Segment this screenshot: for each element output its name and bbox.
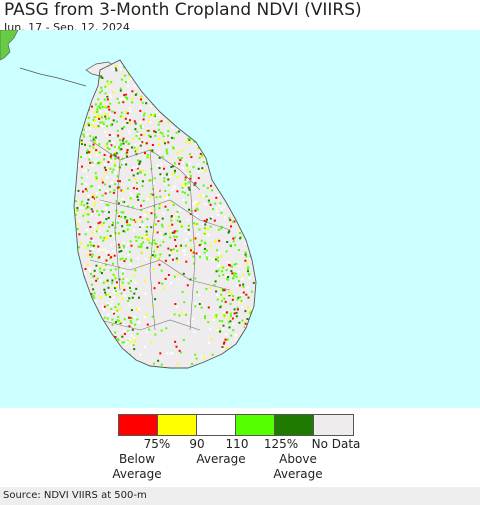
legend-caption-below: Below Average — [112, 452, 161, 482]
legend-swatch-below-75 — [119, 415, 158, 435]
adams-bridge — [19, 67, 87, 87]
legend-caption-average: Average — [196, 452, 246, 466]
legend-swatch-no-data — [314, 415, 353, 435]
ocean — [0, 30, 480, 408]
legend-swatch-75-90 — [158, 415, 197, 435]
source-note: Source: NDVI VIIRS at 500-m — [3, 490, 147, 501]
legend-caption-above-line1: Above — [279, 452, 317, 466]
legend-swatch-above-125 — [275, 415, 314, 435]
india-coast — [0, 30, 19, 61]
legend-caption-below-line2: Average — [112, 467, 162, 481]
legend-swatch-90-110 — [197, 415, 236, 435]
district-boundaries — [89, 139, 231, 331]
legend-swatch-110-125 — [236, 415, 275, 435]
legend-caption-above: Above Average — [273, 452, 322, 482]
legend-caption-below-line1: Below — [118, 452, 156, 466]
legend-bar — [118, 414, 354, 436]
legend-tick-125: 125% — [263, 437, 299, 451]
legend-tick-75: 75% — [143, 437, 171, 451]
legend-caption-above-line2: Average — [273, 467, 323, 481]
footer-bar: Source: NDVI VIIRS at 500-m — [0, 487, 480, 505]
legend-tick-110: 110 — [225, 437, 249, 451]
map-title: PASG from 3-Month Cropland NDVI (VIIRS) — [4, 0, 362, 20]
island-outline — [73, 59, 257, 369]
legend-tick-90: 90 — [189, 437, 205, 451]
sri-lanka-ndvi-map — [0, 30, 480, 408]
legend-tick-no-data: No Data — [311, 437, 361, 451]
